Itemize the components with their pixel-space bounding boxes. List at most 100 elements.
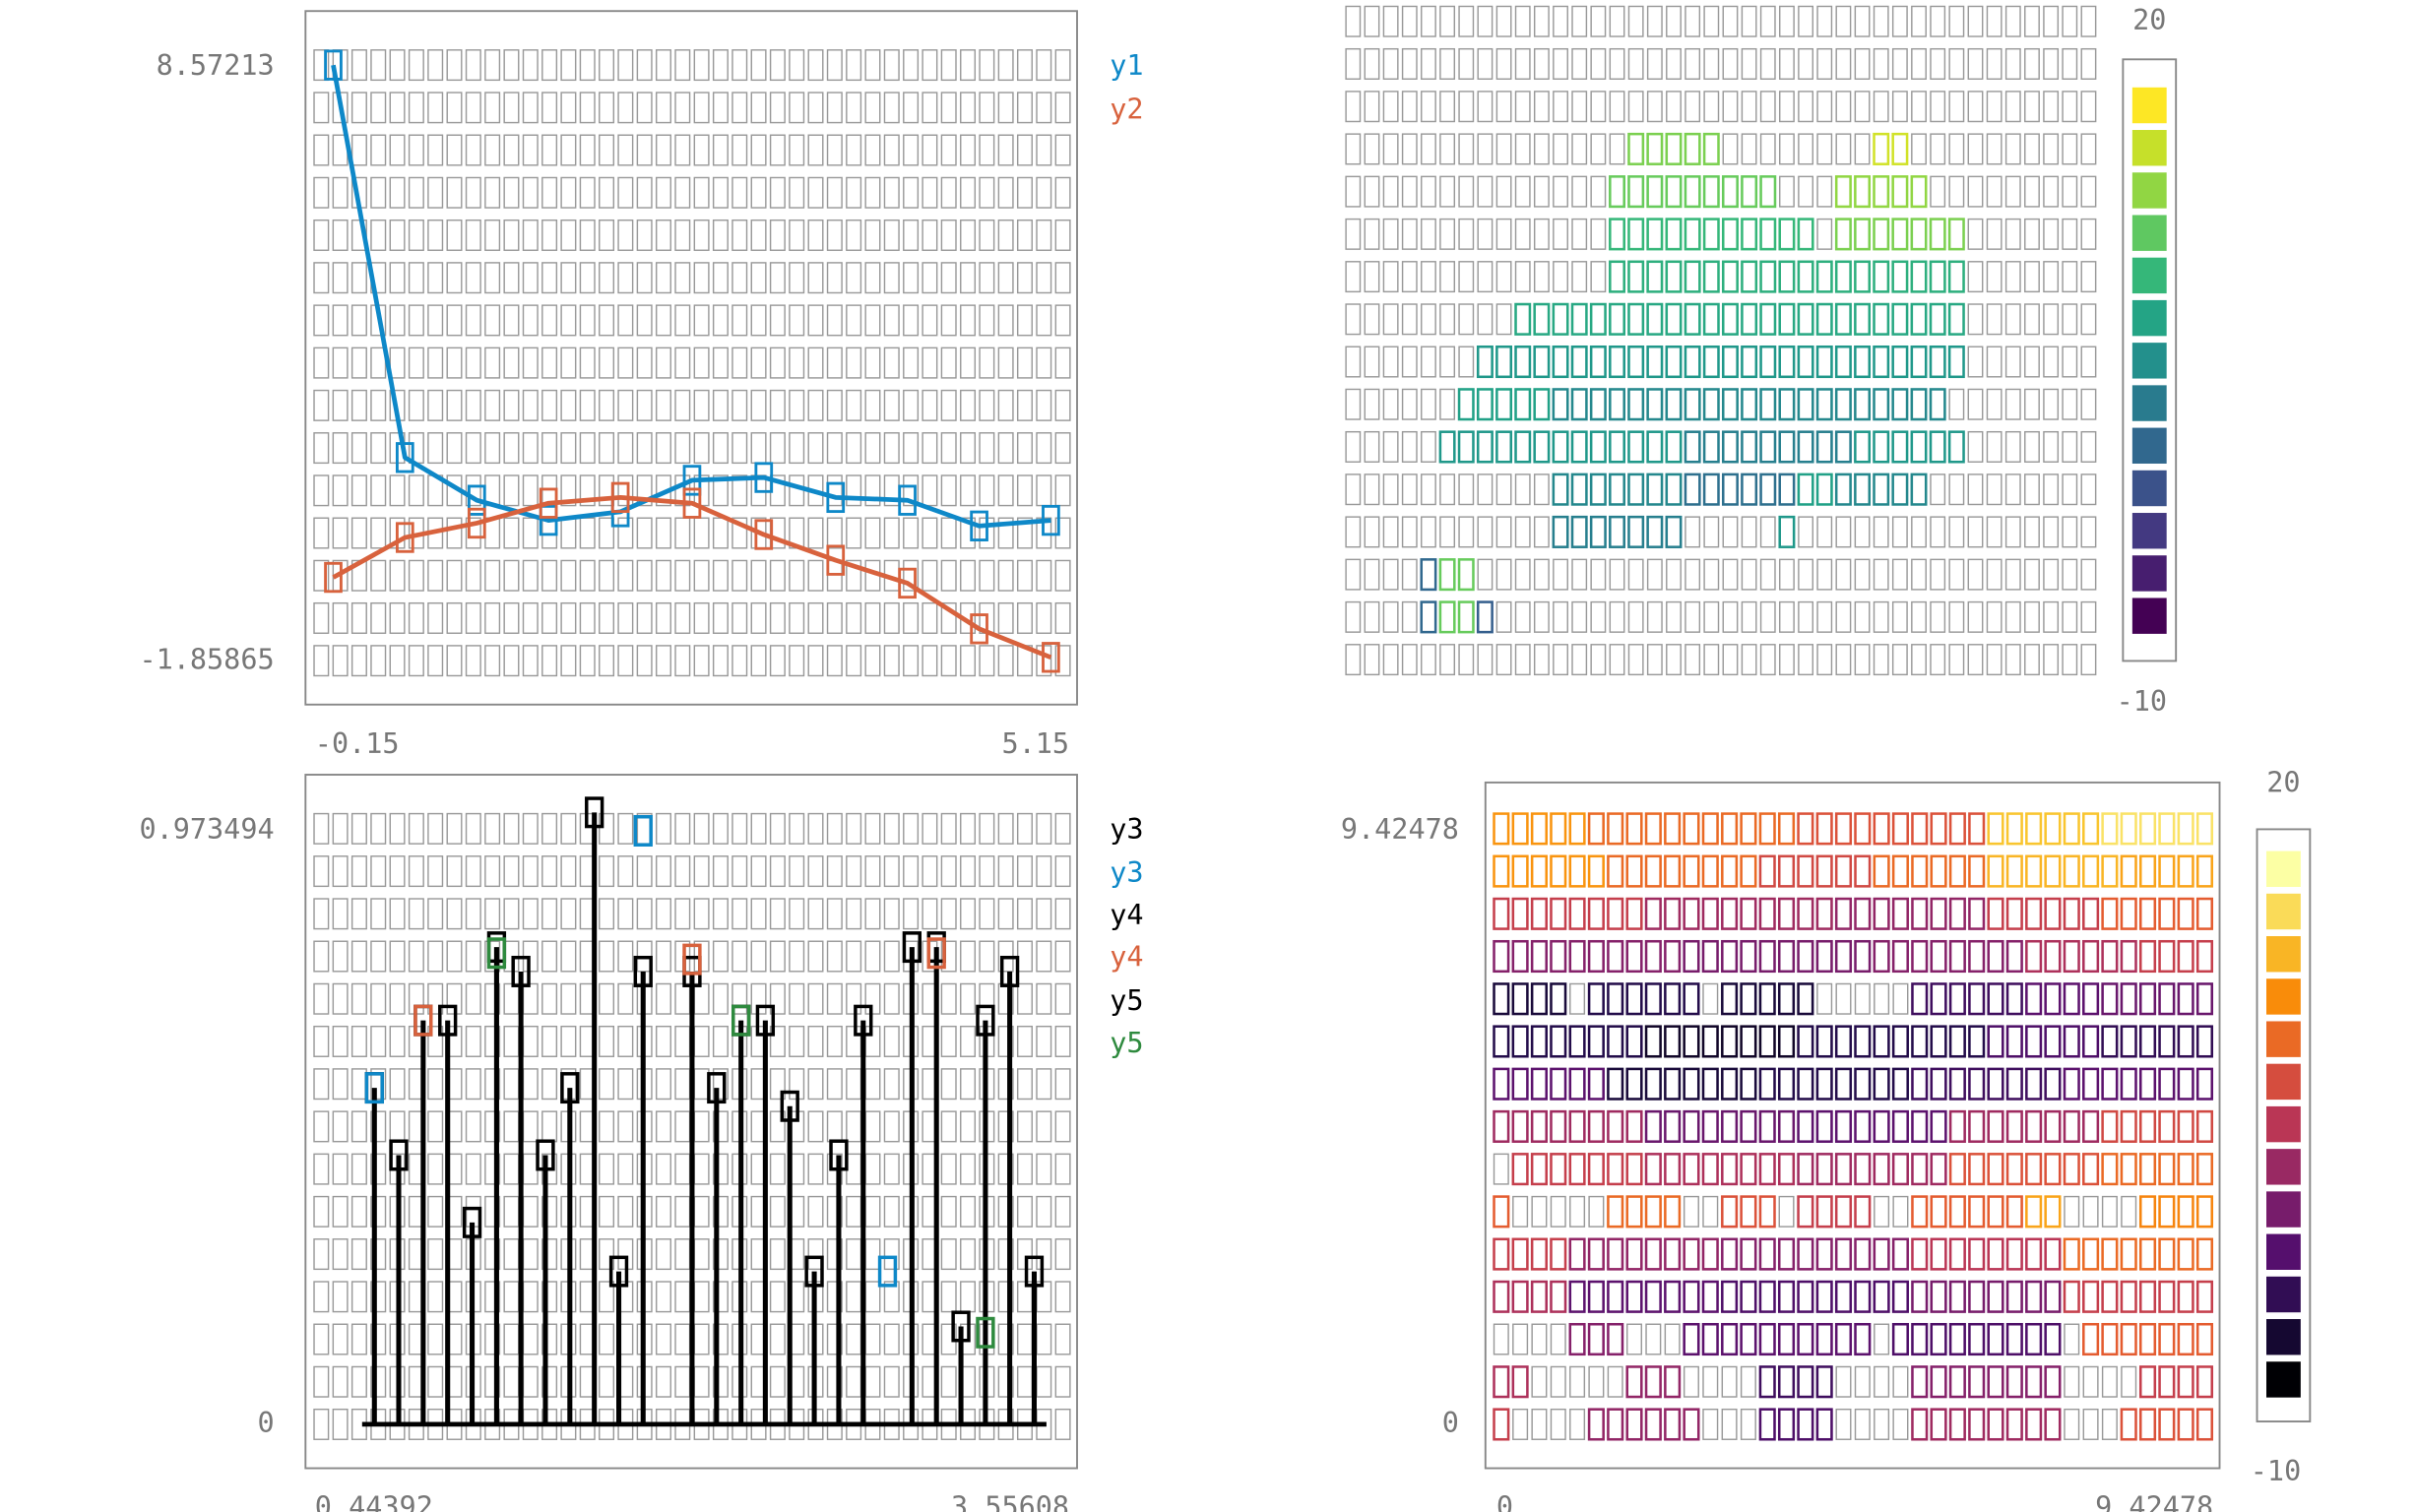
grid-cell <box>1797 898 1813 930</box>
heat-cell <box>1968 1237 1986 1271</box>
grid-cell <box>1493 1068 1509 1101</box>
legend-entry-y3-stem: y3 <box>1110 813 1143 846</box>
grid-cell <box>1797 1110 1813 1143</box>
colorbar-swatch <box>2131 299 2167 337</box>
grid-cell <box>617 855 634 888</box>
grid-cell <box>579 219 596 251</box>
grid-cell <box>1626 1025 1643 1057</box>
heat-cell <box>1683 854 1700 888</box>
grid-cell <box>1891 388 1908 420</box>
grid-cell <box>712 940 729 973</box>
grid-cell <box>541 176 558 209</box>
grid-cell <box>2080 558 2097 591</box>
grid-cell <box>599 517 615 549</box>
grid-cell <box>1495 175 1512 208</box>
grid-cell <box>846 432 862 465</box>
grid-cell <box>465 559 481 592</box>
grid-cell <box>2024 388 2040 420</box>
grid-cell <box>1835 1238 1852 1271</box>
heat-cell <box>1815 1280 1833 1313</box>
grid-cell <box>2062 175 2078 208</box>
grid-cell <box>1891 600 1908 633</box>
grid-cell <box>1930 644 1946 676</box>
heat-cell <box>1740 1322 1757 1356</box>
heat-cell <box>1587 1237 1605 1271</box>
grid-cell <box>1458 5 1475 37</box>
grid-cell <box>2006 982 2023 1015</box>
grid-cell <box>370 1153 387 1185</box>
grid-cell <box>1016 1323 1033 1355</box>
heat-cell <box>2025 897 2043 930</box>
grid-cell <box>1703 91 1720 123</box>
grid-cell <box>2139 1281 2156 1313</box>
grid-cell <box>883 812 900 845</box>
grid-cell <box>750 134 767 166</box>
grid-cell <box>940 1025 957 1057</box>
grid-cell <box>655 898 671 930</box>
grid-cell <box>1569 1068 1586 1101</box>
heat-cell <box>1740 1280 1757 1313</box>
grid-cell <box>826 1025 843 1057</box>
grid-cell <box>1967 516 1984 548</box>
grid-cell <box>1664 1323 1681 1355</box>
grid-cell <box>1816 855 1833 888</box>
grid-cell <box>674 1068 691 1101</box>
colorbar-swatch <box>2266 1063 2301 1101</box>
legend-entry-y4-point: y4 <box>1110 941 1143 974</box>
grid-cell <box>1892 1365 1909 1398</box>
heat-cell <box>2120 982 2137 1016</box>
grid-cell <box>1609 5 1625 37</box>
grid-cell <box>2080 5 2097 37</box>
grid-cell <box>2082 1110 2099 1143</box>
grid-cell <box>1683 1153 1699 1185</box>
grid-cell <box>922 49 938 82</box>
grid-cell <box>2024 644 2040 676</box>
grid-cell <box>1911 1408 1928 1440</box>
grid-cell <box>769 1238 786 1271</box>
grid-cell <box>1816 558 1833 591</box>
grid-cell <box>1421 388 1436 420</box>
heat-cell <box>1797 472 1814 506</box>
grid-cell <box>674 346 691 379</box>
heat-cell <box>1493 1237 1510 1271</box>
grid-cell <box>1948 303 1965 336</box>
grid-cell <box>313 474 330 507</box>
grid-cell <box>1512 982 1529 1015</box>
heat-cell <box>1646 132 1664 165</box>
heat-cell <box>1607 1408 1624 1441</box>
grid-cell <box>1514 218 1531 250</box>
grid-cell <box>1609 516 1625 548</box>
grid-cell <box>1401 218 1418 250</box>
heat-cell <box>1568 1280 1586 1313</box>
grid-cell <box>940 49 957 82</box>
grid-cell <box>2043 303 2060 336</box>
grid-cell <box>1054 1281 1071 1313</box>
grid-cell <box>1609 346 1625 378</box>
heat-cell <box>1911 897 1929 930</box>
grid-cell <box>1930 261 1946 293</box>
grid-cell <box>960 940 977 973</box>
grid-cell <box>693 432 710 465</box>
heat-cell <box>2044 1025 2062 1058</box>
grid-cell <box>655 1025 671 1057</box>
grid-cell <box>750 855 767 888</box>
grid-cell <box>350 1068 367 1101</box>
heat-cell <box>2158 1408 2176 1441</box>
heat-cell <box>1854 939 1872 974</box>
heat-cell <box>1834 1109 1853 1143</box>
grid-cell <box>1873 5 1889 37</box>
grid-cell <box>503 1153 520 1185</box>
grid-cell <box>1421 516 1436 548</box>
grid-cell <box>883 645 900 677</box>
heat-cell <box>1568 939 1586 974</box>
grid-cell <box>1550 1365 1566 1398</box>
grid-cell <box>2025 1238 2042 1271</box>
grid-cell <box>1533 133 1550 165</box>
grid-cell <box>1702 1153 1719 1185</box>
grid-cell <box>807 517 824 549</box>
grid-cell <box>1495 558 1512 591</box>
heat-cell <box>1815 1237 1833 1271</box>
legend-entry-y5-stem: y5 <box>1110 984 1143 1017</box>
line-chart-top-left: 8.57213 -1.85865 -0.15 5.15 y1 y2 <box>139 10 1144 760</box>
grid-cell <box>997 855 1014 888</box>
